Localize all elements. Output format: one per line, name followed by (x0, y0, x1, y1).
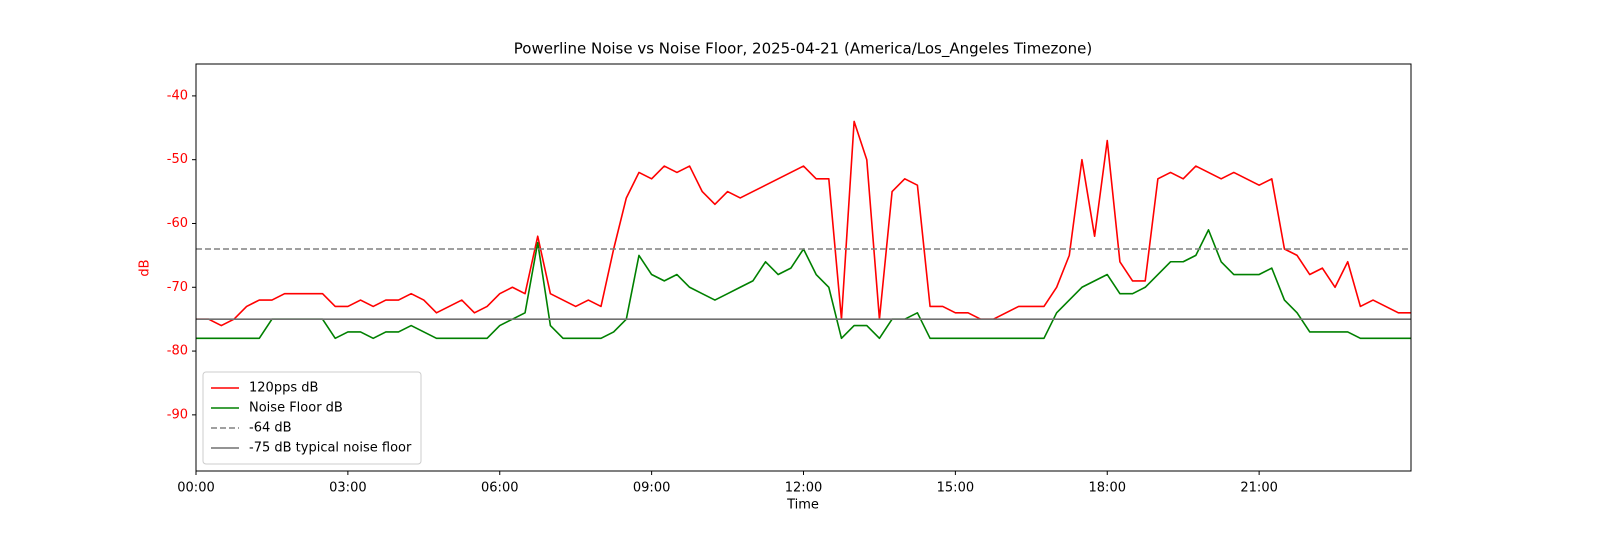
x-axis-label: Time (786, 498, 819, 513)
x-tick-label: 15:00 (937, 481, 974, 496)
legend-label: -75 dB typical noise floor (249, 441, 412, 456)
y-tick-label: -70 (167, 280, 188, 295)
legend-label: 120pps dB (249, 381, 318, 396)
y-axis-label: dB (138, 259, 153, 276)
x-tick-label: 12:00 (785, 481, 822, 496)
y-tick-label: -80 (167, 344, 188, 359)
x-tick-label: 06:00 (481, 481, 518, 496)
y-tick-label: -90 (167, 407, 188, 422)
x-tick-label: 18:00 (1089, 481, 1126, 496)
plot-area (196, 120, 1411, 340)
plot-frame (195, 63, 1412, 472)
y-tick-label: -40 (167, 88, 188, 103)
data-line (196, 120, 1411, 327)
legend-label: Noise Floor dB (249, 401, 343, 416)
x-tick-label: 09:00 (633, 481, 670, 496)
legend-label: -64 dB (249, 421, 292, 436)
x-tick-label: 03:00 (329, 481, 366, 496)
chart-title: Powerline Noise vs Noise Floor, 2025-04-… (514, 40, 1092, 59)
x-tick-label: 00:00 (177, 481, 214, 496)
y-tick-label: -50 (167, 152, 188, 167)
x-tick-label: 21:00 (1240, 481, 1277, 496)
y-tick-label: -60 (167, 216, 188, 231)
legend-box (202, 371, 422, 465)
